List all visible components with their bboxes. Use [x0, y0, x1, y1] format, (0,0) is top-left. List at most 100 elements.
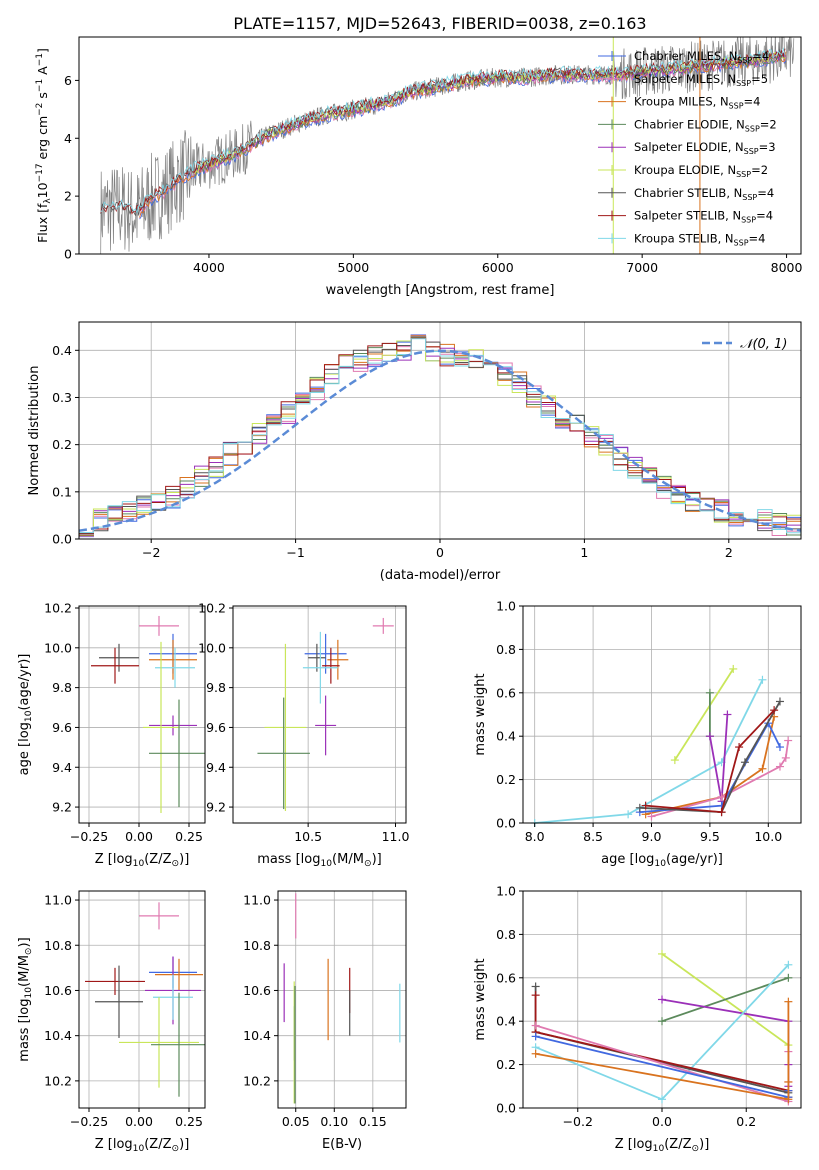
- y-tick-label: 1.0: [496, 599, 516, 614]
- label-text: s: [35, 92, 50, 103]
- salpeter-miles-point: [139, 615, 179, 636]
- mass-weight-vs-metallicity-panel: −0.2 0.0 0.2 0.0 0.2 0.4 0.6 0.8 1.0 Z [log10(Z/Z…: [473, 884, 802, 1154]
- plot-area: [91, 615, 205, 814]
- x-tick-label: 0.15: [359, 1114, 387, 1129]
- series-line: [661, 998, 790, 1087]
- legend-text: Salpeter MILES, N: [634, 72, 736, 86]
- x-tick-label: 9.0: [642, 829, 662, 844]
- kroupa-stelib-point: [153, 974, 193, 1020]
- kroupa-stelib-model-spectrum: [100, 47, 786, 215]
- legend-text: Kroupa STELIB, N: [634, 231, 734, 245]
- salpeter-miles-series: [647, 736, 793, 821]
- label-text: A: [35, 66, 50, 79]
- label-text: (Z/Z: [664, 1137, 691, 1152]
- x-tick-label: 8000: [771, 260, 803, 275]
- x-tick-label: 4000: [193, 260, 225, 275]
- legend-entry: Salpeter STELIB, NSSP=4: [634, 209, 773, 225]
- label-text: (Z/Z: [144, 852, 171, 867]
- series-line: [645, 716, 775, 816]
- x-tick-label: 0.10: [320, 1114, 348, 1129]
- x-tick-label: 0.05: [282, 1114, 310, 1129]
- legend-text: =4: [752, 49, 769, 63]
- y-tick-label: 0: [64, 247, 72, 262]
- label-subscript: 10: [24, 987, 34, 999]
- y-tick-label: 10.6: [243, 983, 271, 998]
- legend-entry: Kroupa MILES, NSSP=4: [634, 95, 760, 111]
- x-tick-label: 0: [436, 545, 444, 560]
- label-text: )]: [372, 852, 382, 867]
- x-tick-label: 0.25: [175, 1114, 203, 1129]
- y-tick-label: 9.8: [52, 680, 72, 695]
- salpeter-stelib-point: [91, 647, 139, 684]
- y-tick-label: 10.2: [44, 1073, 72, 1088]
- x-tick-label: 0.25: [175, 829, 203, 844]
- legend-entry: Chabrier MILES, NSSP=4: [634, 49, 769, 65]
- figure-title: PLATE=1157, MJD=52643, FIBERID=0038, z=0…: [233, 14, 646, 33]
- series-line: [534, 679, 764, 824]
- x-tick-label: 0.00: [125, 1114, 153, 1129]
- label-subscript: ⊙: [692, 1144, 700, 1154]
- x-tick-label: 8.0: [525, 829, 545, 844]
- legend-subscript: SSP: [745, 124, 760, 133]
- label-subscript: 10: [24, 710, 34, 722]
- salpeter-elodie-point: [315, 695, 337, 756]
- y-tick-label: 4: [64, 131, 72, 146]
- kroupa-miles-series: [531, 997, 793, 1104]
- y-tick-label: 10.0: [198, 640, 226, 655]
- legend-subscript: SSP: [734, 238, 749, 247]
- legend-text: =4: [756, 209, 773, 223]
- legend-text: =4: [757, 186, 774, 200]
- y-tick-label: 9.2: [52, 800, 72, 815]
- y-tick-label: 10.2: [198, 600, 226, 615]
- y-tick-label: 0.4: [496, 1014, 516, 1029]
- y-tick-label: 0.4: [52, 343, 72, 358]
- x-tick-label: 0.0: [652, 1114, 672, 1129]
- x-tick-label: 6000: [482, 260, 514, 275]
- y-axis-label: mass weight: [473, 673, 488, 755]
- kroupa-miles-point: [155, 958, 203, 991]
- y-tick-label: 0.3: [52, 390, 72, 405]
- age-vs-mass-panel: 10.5 11.0 9.2 9.4 9.6 9.8 10.0 10.2 mass [log10(…: [198, 600, 409, 869]
- x-tick-label: 5000: [337, 260, 369, 275]
- legend-text: =5: [751, 72, 768, 86]
- legend-entry: Salpeter ELODIE, NSSP=3: [634, 140, 776, 156]
- salpeter-stelib-series: [641, 706, 779, 817]
- kroupa-stelib-point: [302, 631, 338, 704]
- y-tick-label: 0.0: [496, 1101, 516, 1116]
- y-tick-label: 9.6: [52, 720, 72, 735]
- chabrier-miles-point: [304, 633, 347, 674]
- chabrier-stelib-point: [99, 643, 139, 672]
- x-tick-label: 11.0: [382, 829, 410, 844]
- chabrier-stelib-point: [308, 643, 326, 672]
- axes-frame: [78, 36, 802, 255]
- y-axis-label: Normed distribution: [27, 366, 42, 496]
- y-tick-label: 2: [64, 189, 72, 204]
- y-tick-label: 10.4: [243, 1028, 271, 1043]
- mass-vs-ebv-panel: 0.05 0.10 0.15 10.2 10.4 10.6 10.8 11.0 E(B-V): [243, 890, 407, 1152]
- axes-frame: [522, 605, 802, 824]
- y-tick-label: 10.0: [44, 640, 72, 655]
- y-axis-label: age [log10(age/yr)]: [17, 654, 34, 776]
- x-axis-label: mass [log10(M/M⊙)]: [257, 852, 381, 869]
- label-text: 10: [35, 182, 50, 198]
- label-subscript: λ: [43, 198, 53, 204]
- legend-subscript: SSP: [741, 216, 756, 225]
- kroupa-miles-point: [149, 639, 197, 680]
- legend-text: Kroupa MILES, N: [634, 95, 729, 109]
- y-tick-label: 0.0: [52, 532, 72, 547]
- legend-text: Chabrier MILES, N: [634, 49, 737, 63]
- x-tick-label: −0.25: [70, 1114, 108, 1129]
- y-tick-label: 9.4: [206, 760, 226, 775]
- salpeter-stelib-model-spectrum: [100, 48, 786, 215]
- label-subscript: ⊙: [364, 859, 372, 869]
- series-line: [661, 976, 789, 1023]
- label-superscript: −1: [35, 79, 45, 92]
- x-tick-label: 7000: [626, 260, 658, 275]
- kroupa-elodie-point: [264, 643, 307, 812]
- salpeter-elodie-point: [149, 715, 197, 736]
- y-tick-label: 0.6: [496, 970, 516, 985]
- salpeter-miles-point: [372, 617, 394, 634]
- label-text: erg cm: [35, 116, 50, 164]
- axes-frame: [78, 605, 206, 824]
